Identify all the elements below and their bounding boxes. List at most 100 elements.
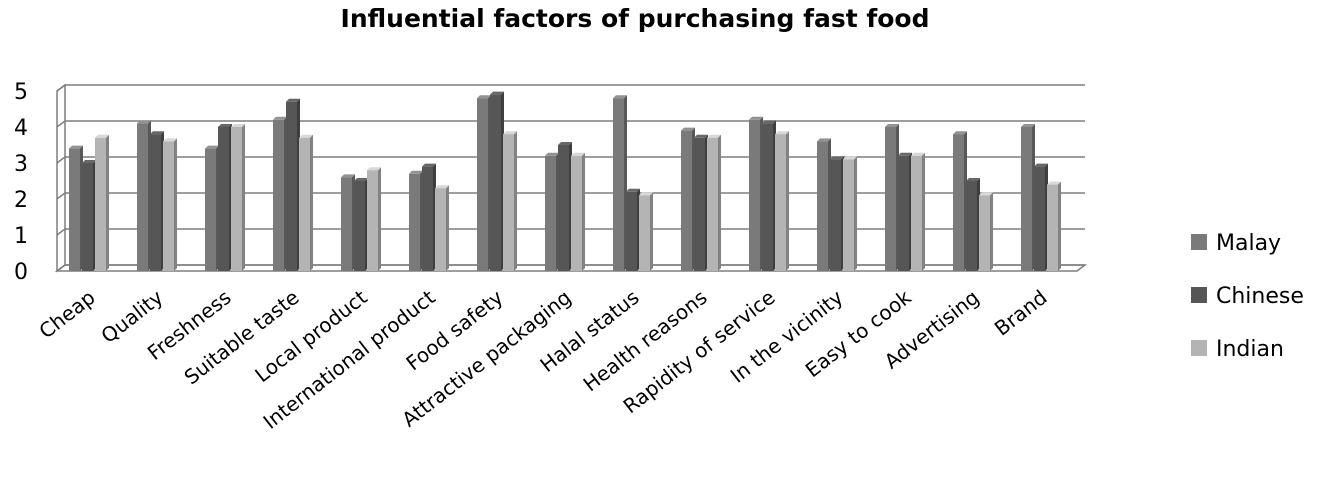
bar — [477, 98, 488, 271]
bar-top — [749, 116, 763, 120]
bar-side — [378, 167, 381, 271]
legend-label: Chinese — [1216, 284, 1304, 309]
bar-top — [231, 124, 245, 127]
bar-top — [490, 91, 504, 95]
bar — [911, 155, 922, 271]
bar-top — [898, 152, 912, 156]
y-tick-label: 4 — [14, 116, 28, 141]
y-tick-label: 3 — [14, 152, 28, 177]
bar — [626, 191, 637, 271]
bar-top — [558, 142, 572, 145]
bar-top — [545, 152, 559, 156]
bar — [299, 137, 310, 271]
x-tick-label: Suitable taste — [180, 285, 304, 389]
bar-top — [953, 131, 967, 135]
bar-side — [174, 138, 177, 271]
bar — [95, 137, 106, 271]
bars — [69, 91, 1061, 272]
bar — [830, 159, 841, 271]
bar — [218, 127, 229, 271]
bar — [409, 173, 420, 271]
gridline-depth — [56, 264, 66, 272]
bar — [898, 155, 909, 271]
bar-top — [82, 160, 96, 163]
y-tick-label: 0 — [14, 260, 28, 285]
bar-side — [922, 152, 925, 271]
gridline-depth — [56, 120, 66, 128]
bar-top — [354, 178, 368, 181]
bar — [273, 119, 284, 271]
bar-top — [205, 145, 219, 149]
bar-top — [571, 152, 585, 156]
x-tick-label: Cheap — [34, 285, 99, 343]
gridline-depth — [56, 84, 66, 92]
bar — [613, 98, 624, 271]
bar — [762, 123, 773, 272]
bar — [681, 130, 692, 271]
bar — [503, 134, 514, 271]
bar — [749, 119, 760, 271]
bar — [571, 155, 582, 271]
bar — [341, 177, 352, 271]
bar-top — [69, 145, 83, 149]
y-tick-label: 1 — [14, 224, 28, 249]
gridline-depth — [56, 192, 66, 200]
bar-top — [299, 134, 313, 138]
bar-top — [435, 185, 449, 189]
legend-label: Indian — [1216, 337, 1284, 362]
bar-top — [218, 124, 232, 127]
bar-side — [446, 185, 449, 271]
bar-top — [707, 134, 721, 138]
bar — [885, 127, 896, 271]
gridline-depth — [56, 228, 66, 236]
bar-top — [367, 167, 381, 171]
bar-top — [817, 138, 831, 142]
bar-top — [409, 170, 423, 174]
y-axis-ticks: 0 1 2 3 4 5 — [14, 80, 28, 285]
bar — [953, 134, 964, 271]
gridline-depth — [56, 156, 66, 164]
bar — [231, 127, 242, 271]
bar-side — [242, 124, 245, 271]
bar-top — [341, 174, 355, 178]
y-tick-label: 5 — [14, 80, 28, 105]
bar-top — [911, 152, 925, 156]
bar — [1034, 166, 1045, 271]
legend-swatch — [1191, 340, 1207, 356]
bar — [435, 188, 446, 271]
bar — [639, 195, 650, 271]
y-tick-label: 2 — [14, 188, 28, 213]
bar — [137, 123, 148, 272]
bar-top — [503, 131, 517, 135]
bar-top — [1034, 163, 1048, 167]
bar-top — [979, 192, 993, 196]
bar-side — [990, 192, 993, 271]
legend-swatch — [1191, 234, 1207, 250]
bar — [163, 141, 174, 271]
bar — [354, 181, 365, 271]
bar-top — [137, 120, 151, 124]
bar-top — [830, 156, 844, 160]
bar-top — [639, 192, 653, 196]
bar-side — [650, 192, 653, 271]
bar — [422, 166, 433, 271]
bar-top — [613, 95, 627, 99]
bar — [979, 195, 990, 271]
bar — [82, 163, 93, 271]
bar-top — [694, 134, 708, 138]
bar-side — [718, 134, 721, 271]
bar — [1047, 184, 1058, 271]
legend: Malay Chinese Indian — [1191, 231, 1304, 362]
bar — [694, 137, 705, 271]
bar — [817, 141, 828, 271]
bar — [69, 148, 80, 271]
bar-top — [1021, 124, 1035, 127]
bar — [286, 101, 297, 271]
bar-top — [885, 124, 899, 127]
bar-side — [1058, 181, 1061, 271]
bar-top — [286, 98, 300, 102]
bar — [367, 170, 378, 271]
bar-top — [163, 138, 177, 142]
